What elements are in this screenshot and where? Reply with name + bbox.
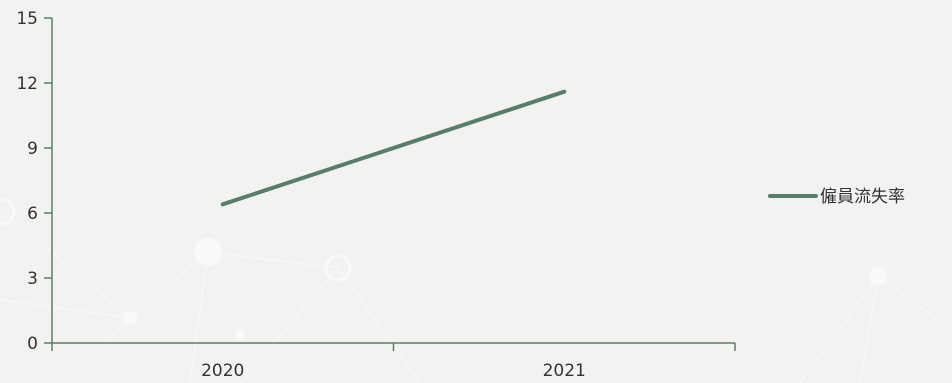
y-tick-label: 15 bbox=[16, 9, 38, 29]
legend-label: 僱員流失率 bbox=[820, 187, 905, 207]
y-tick-label: 9 bbox=[27, 139, 38, 159]
series-line bbox=[220, 89, 567, 207]
background-decoration bbox=[0, 198, 952, 383]
y-tick-label: 3 bbox=[27, 269, 38, 289]
legend: 僱員流失率 bbox=[768, 187, 905, 207]
y-tick-label: 12 bbox=[16, 74, 38, 94]
x-axis-ticks: 2020 2021 bbox=[51, 343, 736, 381]
axes bbox=[51, 18, 735, 344]
y-tick-label: 0 bbox=[27, 334, 38, 354]
y-tick-label: 6 bbox=[27, 204, 38, 224]
series-layer bbox=[220, 89, 567, 207]
y-axis-ticks: 0 3 6 9 12 15 bbox=[16, 9, 52, 354]
x-tick-label: 2020 bbox=[201, 361, 244, 381]
x-tick-label: 2021 bbox=[543, 361, 586, 381]
